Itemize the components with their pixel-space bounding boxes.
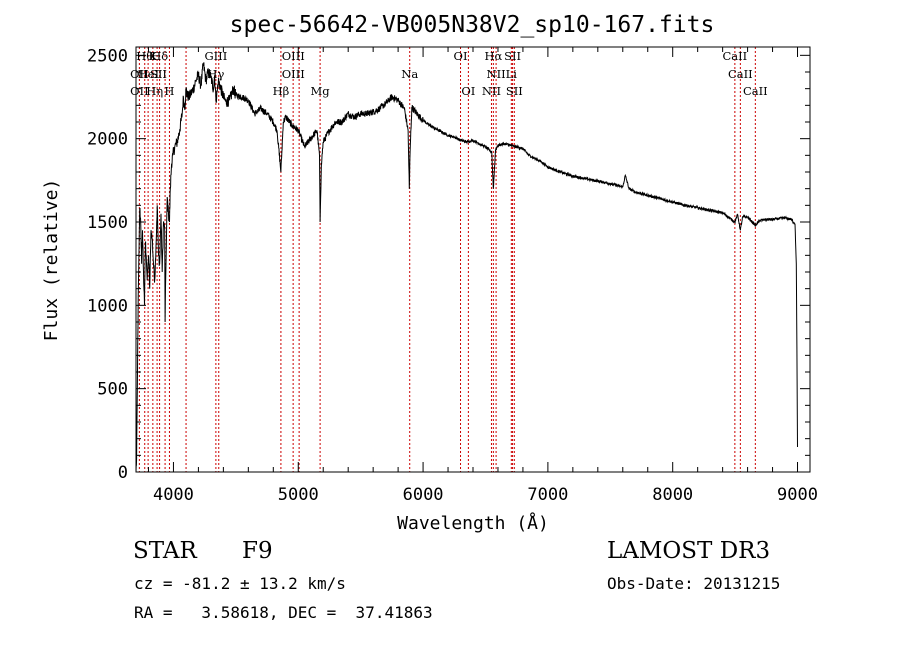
line-label: OII (130, 84, 149, 98)
line-label: SII (506, 84, 523, 98)
line-label: Na (401, 67, 418, 81)
x-axis-ticks: 4000 5000 6000 7000 8000 9000 (147, 47, 818, 505)
line-label: Hθ (136, 49, 153, 63)
coordinates: RA = 3.58618, DEC = 37.41863 (134, 603, 433, 622)
x-tick-label: 9000 (777, 485, 818, 505)
y-tick-label: 2500 (87, 46, 128, 66)
x-tick-label: 7000 (527, 485, 568, 505)
spectrum-chart: spec-56642-VB005N38V2_sp10-167.fits HθKH… (41, 12, 818, 534)
chart-title: spec-56642-VB005N38V2_sp10-167.fits (230, 12, 715, 38)
y-tick-label: 500 (97, 380, 128, 400)
x-tick-label: 5000 (278, 485, 319, 505)
line-label: NII (487, 67, 506, 81)
line-label: OIII (282, 49, 305, 63)
line-label: H (164, 84, 174, 98)
object-class: STAR (133, 538, 197, 564)
y-tick-label: 0 (118, 463, 128, 483)
line-label: SII (504, 49, 521, 63)
line-label: CaII (722, 49, 747, 63)
line-label: Li (506, 67, 518, 81)
y-axis-label: Flux (relative) (41, 179, 62, 342)
line-label: Hη (146, 84, 163, 98)
line-label: GIII (204, 49, 227, 63)
x-tick-label: 8000 (652, 485, 693, 505)
survey-name: LAMOST DR3 (607, 538, 771, 564)
line-label: Hα (484, 49, 502, 63)
line-label: Hδ (151, 49, 168, 63)
line-label: NII (482, 84, 501, 98)
spectrum-line (135, 62, 798, 473)
line-label: Mg (311, 84, 331, 98)
y-tick-label: 1500 (87, 213, 128, 233)
y-axis-ticks: 0 500 1000 1500 2000 2500 (87, 46, 810, 483)
redshift-value: cz = -81.2 ± 13.2 km/s (134, 574, 346, 593)
y-tick-label: 2000 (87, 130, 128, 150)
observation-date: Obs-Date: 20131215 (607, 574, 781, 593)
x-tick-label: 4000 (153, 485, 194, 505)
plot-frame (135, 46, 811, 473)
line-label: CaII (728, 67, 753, 81)
line-label: SII (150, 67, 167, 81)
y-tick-label: 1000 (87, 296, 128, 316)
line-label: OI (461, 84, 475, 98)
line-label: OI (454, 49, 468, 63)
x-tick-label: 6000 (403, 485, 444, 505)
line-label: CaII (743, 84, 768, 98)
object-subclass: F9 (242, 538, 273, 564)
line-label: Hβ (273, 84, 290, 98)
line-label: OIII (282, 67, 305, 81)
marker-lines (138, 47, 756, 472)
line-label: K (149, 49, 158, 63)
line-label: OII (130, 67, 149, 81)
x-axis-label: Wavelength (Å) (397, 512, 549, 534)
line-label: HeI (138, 67, 159, 81)
